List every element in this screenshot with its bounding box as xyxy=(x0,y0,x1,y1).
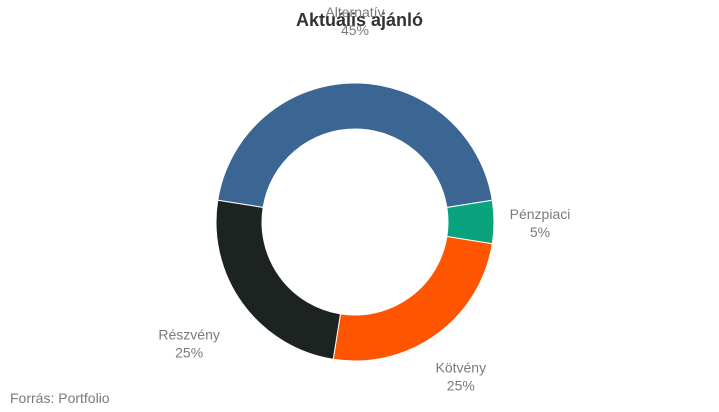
slice-label-pénzpiaci: Pénzpiaci 5% xyxy=(510,206,571,240)
slice-category-label: Részvény xyxy=(158,326,219,342)
source-note: Forrás: Portfolio xyxy=(10,390,110,406)
slice-category-label: Pénzpiaci xyxy=(510,206,571,222)
slice-value-label: 5% xyxy=(530,224,550,240)
slice-label-alternatív: Alternatív 45% xyxy=(325,4,384,38)
slice-részvény[interactable] xyxy=(215,199,342,360)
slice-label-kötvény: Kötvény 25% xyxy=(436,360,487,394)
slice-value-label: 25% xyxy=(175,344,203,360)
slice-kötvény[interactable] xyxy=(332,235,493,362)
slice-alternatív[interactable] xyxy=(217,82,493,209)
slice-category-label: Kötvény xyxy=(436,360,487,376)
slice-label-részvény: Részvény 25% xyxy=(158,326,219,360)
slice-value-label: 45% xyxy=(341,22,369,38)
slice-category-label: Alternatív xyxy=(325,4,384,20)
slice-value-label: 25% xyxy=(447,378,475,394)
chart-title: Aktuális ajánló xyxy=(295,10,424,30)
